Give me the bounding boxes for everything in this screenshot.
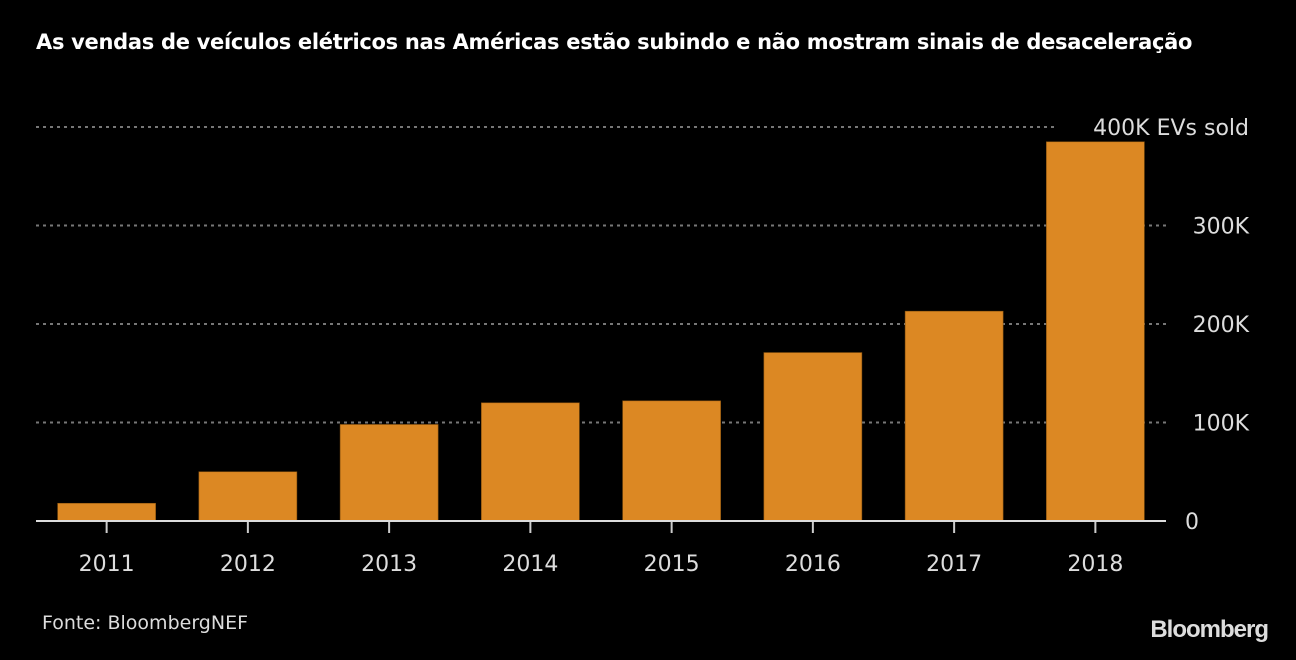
x-tick-label: 2014 [502,552,558,577]
y-tick-label: 200K [1193,313,1250,338]
y-tick-label: 100K [1193,412,1250,437]
y-tick-label: 0 [1185,510,1199,535]
gridlines [36,126,1166,424]
y-tick-label: 400K EVs sold [1093,116,1249,141]
bar-2016 [763,352,863,522]
bar-2015 [622,400,721,522]
x-tick-label: 2011 [79,552,135,577]
source-note: Fonte: BloombergNEF [42,612,249,634]
x-tick-label: 2013 [361,552,417,577]
bar-2018 [1046,141,1145,522]
y-axis-labels: 0 100K 200K 300K 400K EVs sold [1093,116,1249,535]
bars [57,141,1145,522]
x-tick-label: 2016 [785,552,841,577]
bar-2017 [904,310,1004,522]
chart-title: As vendas de veículos elétricos nas Amér… [36,30,1193,54]
x-axis [36,520,1166,533]
bar-2011 [57,502,156,522]
y-tick-label: 300K [1193,215,1250,240]
x-tick-label: 2018 [1067,552,1123,577]
x-tick-label: 2012 [220,552,276,577]
bar-2013 [339,424,439,522]
bar-2012 [198,471,298,522]
x-tick-label: 2015 [644,552,700,577]
bloomberg-logo: Bloomberg [1150,616,1269,643]
x-axis-labels: 2011 2012 2013 2014 2015 2016 2017 2018 [79,552,1124,577]
x-tick-label: 2017 [926,552,982,577]
bar-2014 [481,402,580,522]
